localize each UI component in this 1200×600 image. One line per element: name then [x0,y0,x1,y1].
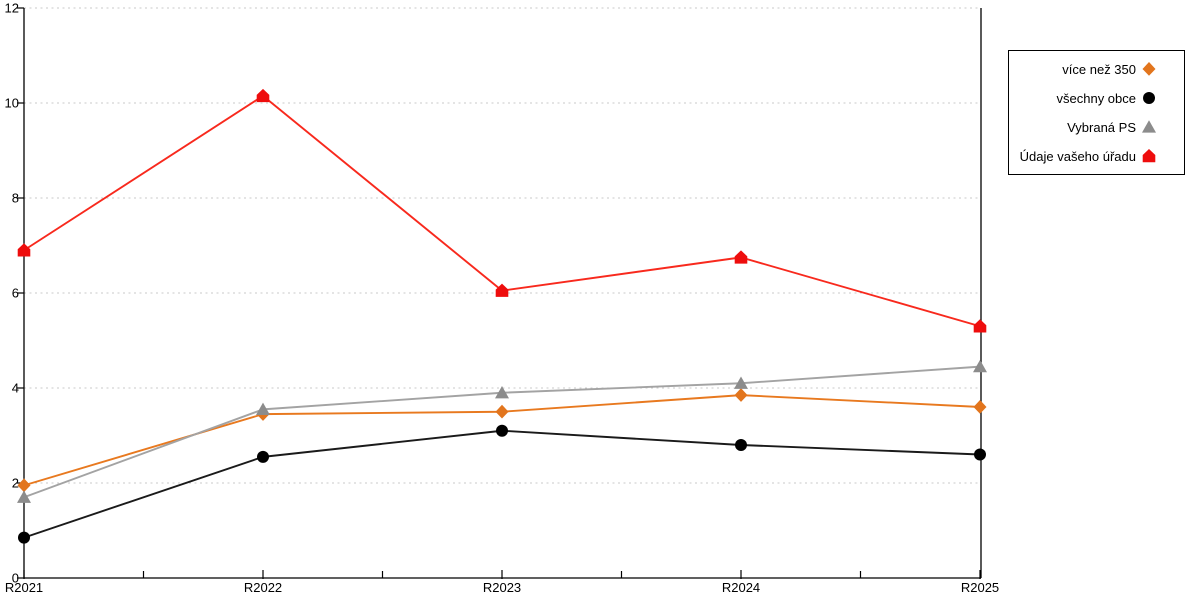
x-tick-label: R2022 [244,580,282,595]
legend: více než 350 všechny obce Vybraná PS Údaje … [1008,50,1185,175]
legend-diamond-marker-icon [1142,62,1156,76]
legend-item-vsechny-obce: všechny obce [1015,84,1157,113]
x-tick-label: R2021 [5,580,43,595]
house-marker-icon-point [973,319,987,333]
series-udaje-vaseho-uradu [17,88,987,333]
y-tick-label: 6 [12,286,19,301]
circle-marker-icon-point [18,531,30,544]
legend-item-vybrana-ps: Vybraná PS [1015,113,1157,142]
x-tick-label: R2023 [483,580,521,595]
circle-marker-icon-point [974,448,986,461]
legend-item-udaje-vaseho-uradu: Údaje vašeho úřadu [1015,142,1157,171]
circle-marker-icon-legend [1143,92,1155,104]
diamond-marker-icon-point [734,388,748,402]
series-vybrana-ps [17,359,987,503]
y-tick-label: 4 [12,381,19,396]
triangle-marker-icon-point [17,490,31,503]
triangle-marker-icon-point [973,359,987,373]
legend-item-label: Vybraná PS [1067,119,1136,135]
y-tick-label: 8 [12,191,19,206]
house-marker-icon-point [495,283,509,297]
legend-item-vice-nez-350: více než 350 [1015,55,1157,84]
diamond-marker-icon-point [973,400,987,414]
legend-item-label: Údaje vašeho úřadu [1019,148,1136,164]
triangle-marker-icon-legend [1142,120,1156,133]
triangle-marker-icon-point [495,385,509,399]
y-tick-label: 2 [12,476,19,491]
circle-marker-icon-point [496,424,508,437]
x-tick-label: R2025 [961,580,999,595]
triangle-marker-icon-point [256,402,270,415]
x-tick-label: R2024 [722,580,760,595]
house-marker-icon-point [256,88,270,103]
legend-item-label: více než 350 [1062,61,1136,77]
house-marker-icon-point [17,243,31,257]
legend-circle-marker-icon [1143,92,1155,104]
series-vsechny-obce [18,424,986,544]
house-marker-icon-legend [1142,149,1156,163]
legend-house-marker-icon [1142,149,1156,163]
series-line-vsechny-obce [23,429,981,539]
house-marker-icon-point [734,250,748,264]
y-tick-label: 0 [12,571,19,586]
y-tick-label: 10 [5,96,19,111]
diamond-marker-icon-point [495,404,509,419]
diamond-marker-icon-point [17,478,31,493]
circle-marker-icon-point [257,450,269,463]
triangle-marker-icon-point [734,376,748,389]
y-tick-label: 12 [5,1,19,16]
series-vice-nez-350 [17,388,987,493]
legend-triangle-marker-icon [1142,120,1156,133]
circle-marker-icon-point [735,439,747,451]
diamond-marker-icon-legend [1142,62,1156,76]
legend-item-label: všechny obce [1056,90,1137,106]
